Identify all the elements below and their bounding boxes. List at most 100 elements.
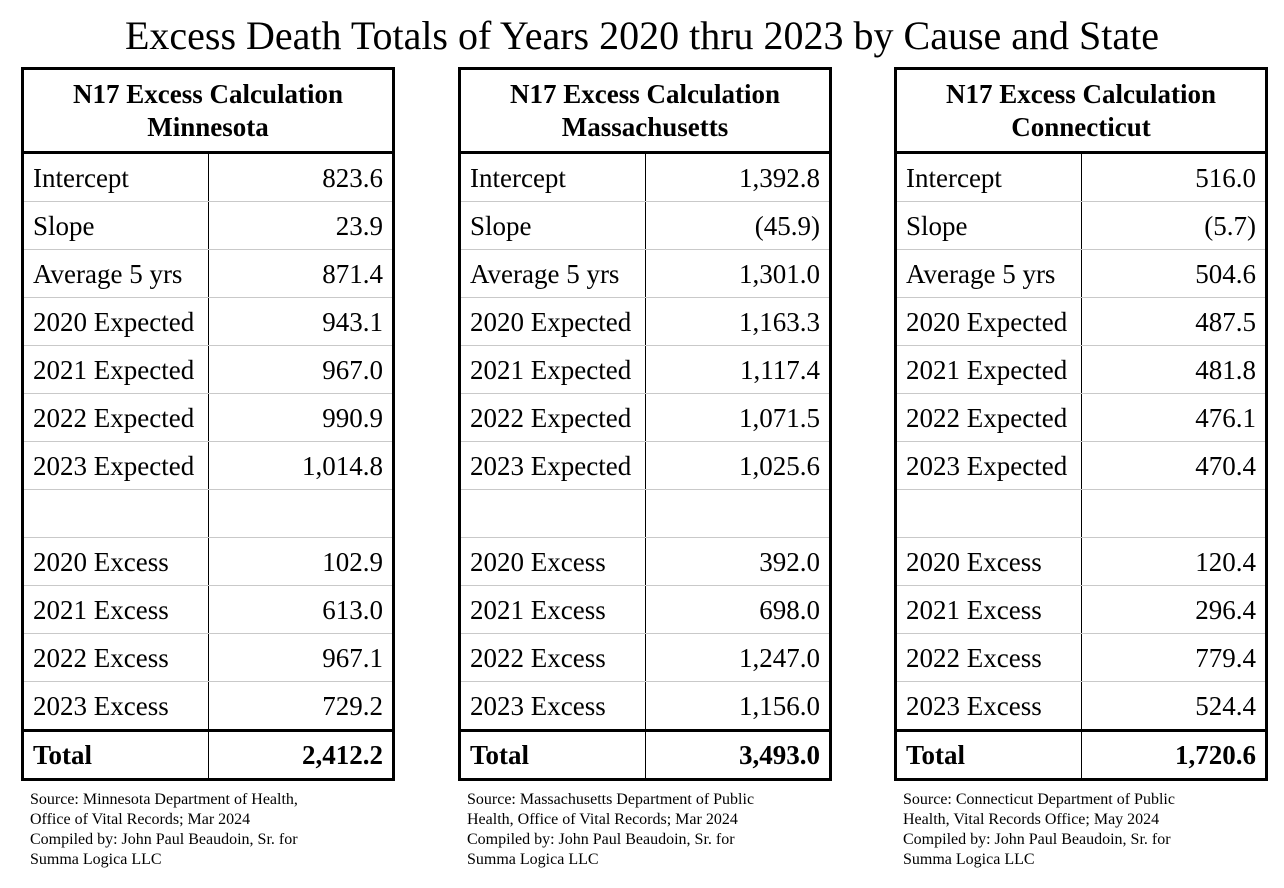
row-value: 967.0 <box>208 345 394 394</box>
row-label: 2022 Expected <box>22 393 209 442</box>
row-value: 1,392.8 <box>645 152 831 202</box>
excess-calculation-table: N17 Excess Calculation Massachusetts Int… <box>458 67 832 781</box>
row-label: 2023 Excess <box>895 681 1082 732</box>
row-label: Intercept <box>22 152 209 202</box>
row-label: 2020 Expected <box>459 297 646 346</box>
table-row: Slope (45.9) <box>459 201 831 250</box>
source-line: Summa Logica LLC <box>467 851 599 868</box>
table-row: 2020 Expected 1,163.3 <box>459 297 831 346</box>
row-value: 481.8 <box>1081 345 1267 394</box>
source-line: Summa Logica LLC <box>903 851 1035 868</box>
table-heading-title: N17 Excess Calculation <box>73 78 343 109</box>
row-label: Average 5 yrs <box>459 249 646 298</box>
row-label: 2021 Excess <box>895 585 1082 634</box>
table-row: 2021 Expected 967.0 <box>22 345 394 394</box>
total-label: Total <box>459 730 646 780</box>
source-line: Health, Vital Records Office; May 2024 <box>903 811 1160 828</box>
table-row: 2021 Excess 296.4 <box>895 585 1267 634</box>
table-row: 2022 Expected 1,071.5 <box>459 393 831 442</box>
row-label: Intercept <box>459 152 646 202</box>
row-label <box>22 489 209 538</box>
table-row: Average 5 yrs 504.6 <box>895 249 1267 298</box>
row-label: Average 5 yrs <box>22 249 209 298</box>
table-row: 2023 Excess 1,156.0 <box>459 681 831 732</box>
row-value: 524.4 <box>1081 681 1267 732</box>
source-line: Source: Massachusetts Department of Publ… <box>467 791 755 808</box>
row-label <box>459 489 646 538</box>
total-row: Total 2,412.2 <box>22 730 394 780</box>
row-value: (45.9) <box>645 201 831 250</box>
panel-connecticut: N17 Excess Calculation Connecticut Inter… <box>894 67 1268 870</box>
row-value: 1,117.4 <box>645 345 831 394</box>
row-value: 487.5 <box>1081 297 1267 346</box>
excess-calculation-table: N17 Excess Calculation Connecticut Inter… <box>894 67 1268 781</box>
row-label: 2023 Excess <box>22 681 209 732</box>
source-line: Compiled by: John Paul Beaudoin, Sr. for <box>30 831 298 848</box>
table-row: 2023 Expected 1,025.6 <box>459 441 831 490</box>
source-line: Office of Vital Records; Mar 2024 <box>30 811 251 828</box>
row-label <box>895 489 1082 538</box>
total-label: Total <box>22 730 209 780</box>
row-value: 1,301.0 <box>645 249 831 298</box>
row-value: 296.4 <box>1081 585 1267 634</box>
row-value <box>645 489 831 538</box>
row-label: Slope <box>459 201 646 250</box>
table-row: 2020 Excess 120.4 <box>895 537 1267 586</box>
row-label: Intercept <box>895 152 1082 202</box>
row-value <box>1081 489 1267 538</box>
row-value: 1,071.5 <box>645 393 831 442</box>
row-value: 1,163.3 <box>645 297 831 346</box>
row-label: 2021 Expected <box>459 345 646 394</box>
row-label: 2020 Expected <box>22 297 209 346</box>
table-heading-title: N17 Excess Calculation <box>510 78 780 109</box>
source-note: Source: Connecticut Department of Public… <box>903 790 1268 870</box>
table-row: 2020 Excess 102.9 <box>22 537 394 586</box>
row-value: 392.0 <box>645 537 831 586</box>
table-header-row: N17 Excess Calculation Connecticut <box>895 68 1267 154</box>
row-value: 1,014.8 <box>208 441 394 490</box>
total-row: Total 3,493.0 <box>459 730 831 780</box>
row-label: Slope <box>895 201 1082 250</box>
row-label: 2022 Excess <box>459 633 646 682</box>
table-row: Slope 23.9 <box>22 201 394 250</box>
total-value: 3,493.0 <box>739 740 820 770</box>
table-heading-state: Connecticut <box>1011 111 1151 142</box>
table-row: 2022 Expected 476.1 <box>895 393 1267 442</box>
source-note: Source: Massachusetts Department of Publ… <box>467 790 832 870</box>
row-label: 2022 Excess <box>895 633 1082 682</box>
row-value: 476.1 <box>1081 393 1267 442</box>
source-line: Health, Office of Vital Records; Mar 202… <box>467 811 738 828</box>
table-row: 2023 Expected 470.4 <box>895 441 1267 490</box>
table-heading-title: N17 Excess Calculation <box>946 78 1216 109</box>
table-row: 2023 Expected 1,014.8 <box>22 441 394 490</box>
source-note: Source: Minnesota Department of Health, … <box>30 790 395 870</box>
table-row: Average 5 yrs 871.4 <box>22 249 394 298</box>
row-label: Average 5 yrs <box>895 249 1082 298</box>
row-value: 698.0 <box>645 585 831 634</box>
row-value: 823.6 <box>208 152 394 202</box>
row-value: 23.9 <box>208 201 394 250</box>
table-row: 2021 Excess 698.0 <box>459 585 831 634</box>
row-value: 1,247.0 <box>645 633 831 682</box>
row-label: Slope <box>22 201 209 250</box>
row-label: 2023 Expected <box>459 441 646 490</box>
row-label: 2020 Excess <box>895 537 1082 586</box>
row-value: 943.1 <box>208 297 394 346</box>
source-line: Compiled by: John Paul Beaudoin, Sr. for <box>903 831 1171 848</box>
source-line: Source: Minnesota Department of Health, <box>30 791 298 808</box>
source-line: Compiled by: John Paul Beaudoin, Sr. for <box>467 831 735 848</box>
row-label: 2020 Expected <box>895 297 1082 346</box>
row-label: 2021 Excess <box>459 585 646 634</box>
row-label: 2021 Excess <box>22 585 209 634</box>
total-row: Total 1,720.6 <box>895 730 1267 780</box>
row-value: 516.0 <box>1081 152 1267 202</box>
panel-massachusetts: N17 Excess Calculation Massachusetts Int… <box>458 67 832 870</box>
row-label: 2020 Excess <box>459 537 646 586</box>
row-value: 102.9 <box>208 537 394 586</box>
table-row: Intercept 1,392.8 <box>459 152 831 202</box>
panel-minnesota: N17 Excess Calculation Minnesota Interce… <box>21 67 395 870</box>
row-value: 504.6 <box>1081 249 1267 298</box>
table-row: 2020 Expected 487.5 <box>895 297 1267 346</box>
blank-row <box>22 489 394 538</box>
row-label: 2023 Expected <box>22 441 209 490</box>
